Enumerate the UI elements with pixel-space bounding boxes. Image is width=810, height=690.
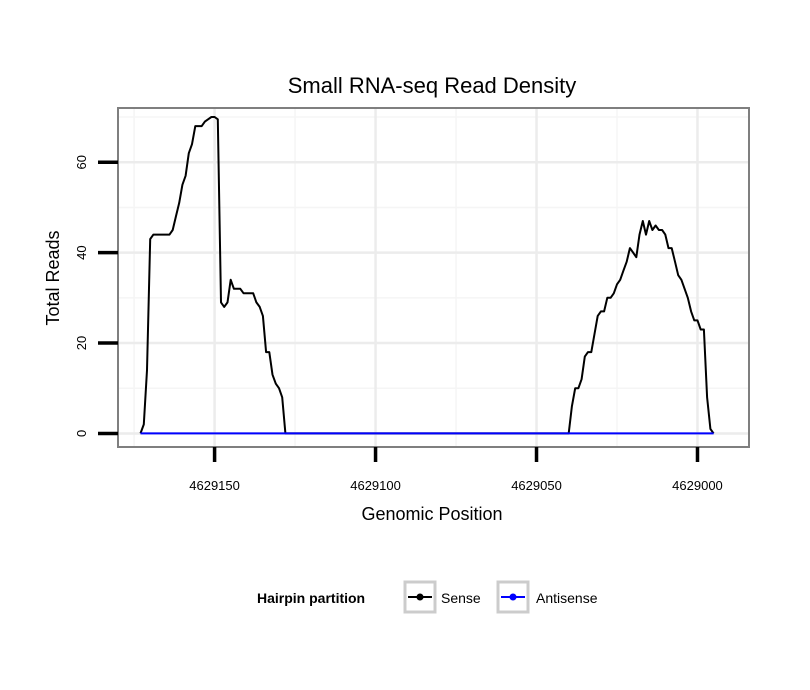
legend-label-sense: Sense [441, 590, 481, 606]
x-axis-label: Genomic Position [361, 504, 502, 524]
x-tick-label: 4629150 [189, 478, 240, 493]
y-tick-label: 60 [74, 155, 89, 169]
x-tick-label: 4629000 [672, 478, 723, 493]
x-tick-label: 4629050 [511, 478, 562, 493]
series-layer [139, 116, 715, 435]
axes: 4629150 4629100 4629050 4629000 0 20 40 60 [74, 107, 750, 493]
legend: Hairpin partition Sense Antisense [257, 580, 598, 614]
legend-key-point [416, 593, 424, 601]
y-axis-label: Total Reads [43, 230, 63, 325]
legend-key-point [509, 593, 517, 601]
plot-panel [118, 108, 749, 447]
y-tick-label: 40 [74, 245, 89, 259]
legend-label-antisense: Antisense [536, 590, 598, 606]
plot-border [117, 107, 750, 448]
y-tick-label: 0 [74, 430, 89, 437]
y-tick-label: 20 [74, 336, 89, 350]
legend-title: Hairpin partition [257, 590, 365, 606]
chart-title: Small RNA-seq Read Density [288, 73, 577, 98]
x-tick-label: 4629100 [350, 478, 401, 493]
plot-background [118, 108, 749, 447]
series-line-sense [139, 116, 715, 435]
